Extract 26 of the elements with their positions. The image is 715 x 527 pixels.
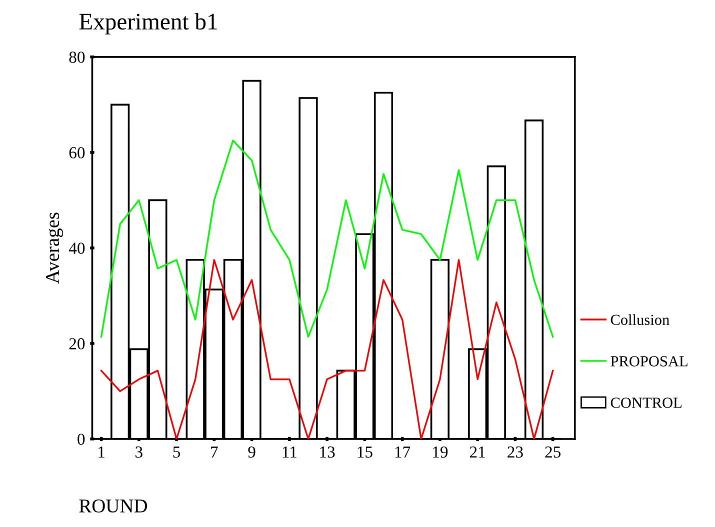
x-tick-label: 23 <box>508 446 523 458</box>
line-series <box>100 140 554 338</box>
x-axis-title: ROUND <box>79 499 148 513</box>
y-tick-label: 0 <box>78 434 85 445</box>
line-series <box>100 259 554 439</box>
y-tick-label: 80 <box>69 52 85 63</box>
y-tick-label: 60 <box>69 147 85 158</box>
y-tick-label: 20 <box>69 338 85 350</box>
x-tick-label: 15 <box>358 446 372 458</box>
y-tick-label: 40 <box>68 242 85 254</box>
chart-title: Experiment b1 <box>79 13 217 34</box>
x-tick-label: 3 <box>136 446 142 458</box>
x-tick-label: 5 <box>173 446 180 458</box>
x-tick-label: 21 <box>470 446 485 458</box>
legend-label: CONTROL <box>610 398 682 408</box>
x-tick-label: 25 <box>545 446 561 458</box>
y-axis-title: Averages <box>46 212 64 284</box>
legend-label: PROPOSAL <box>610 356 688 366</box>
x-tick-label: 9 <box>248 446 256 458</box>
x-tick-label: 1 <box>98 446 104 458</box>
x-tick-label: 19 <box>433 446 448 458</box>
legend-label: Collusion <box>610 314 670 325</box>
x-tick-label: 17 <box>395 446 410 458</box>
x-tick-label: 7 <box>211 446 218 458</box>
x-tick-label: 11 <box>282 446 296 458</box>
x-tick-label: 13 <box>320 446 335 458</box>
